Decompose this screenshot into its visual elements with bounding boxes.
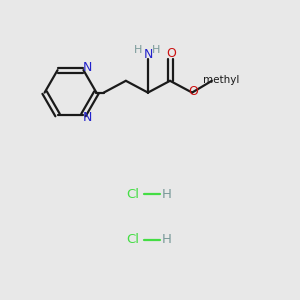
Text: O: O: [166, 47, 176, 60]
Text: H: H: [162, 188, 172, 201]
Text: N: N: [82, 61, 92, 74]
Text: H: H: [134, 46, 143, 56]
Text: O: O: [188, 85, 198, 98]
Text: N: N: [143, 48, 153, 61]
Text: Cl: Cl: [126, 233, 139, 246]
Text: N: N: [82, 111, 92, 124]
Text: Cl: Cl: [126, 188, 139, 201]
Text: methyl: methyl: [203, 75, 240, 85]
Text: H: H: [162, 233, 172, 246]
Text: H: H: [152, 46, 160, 56]
